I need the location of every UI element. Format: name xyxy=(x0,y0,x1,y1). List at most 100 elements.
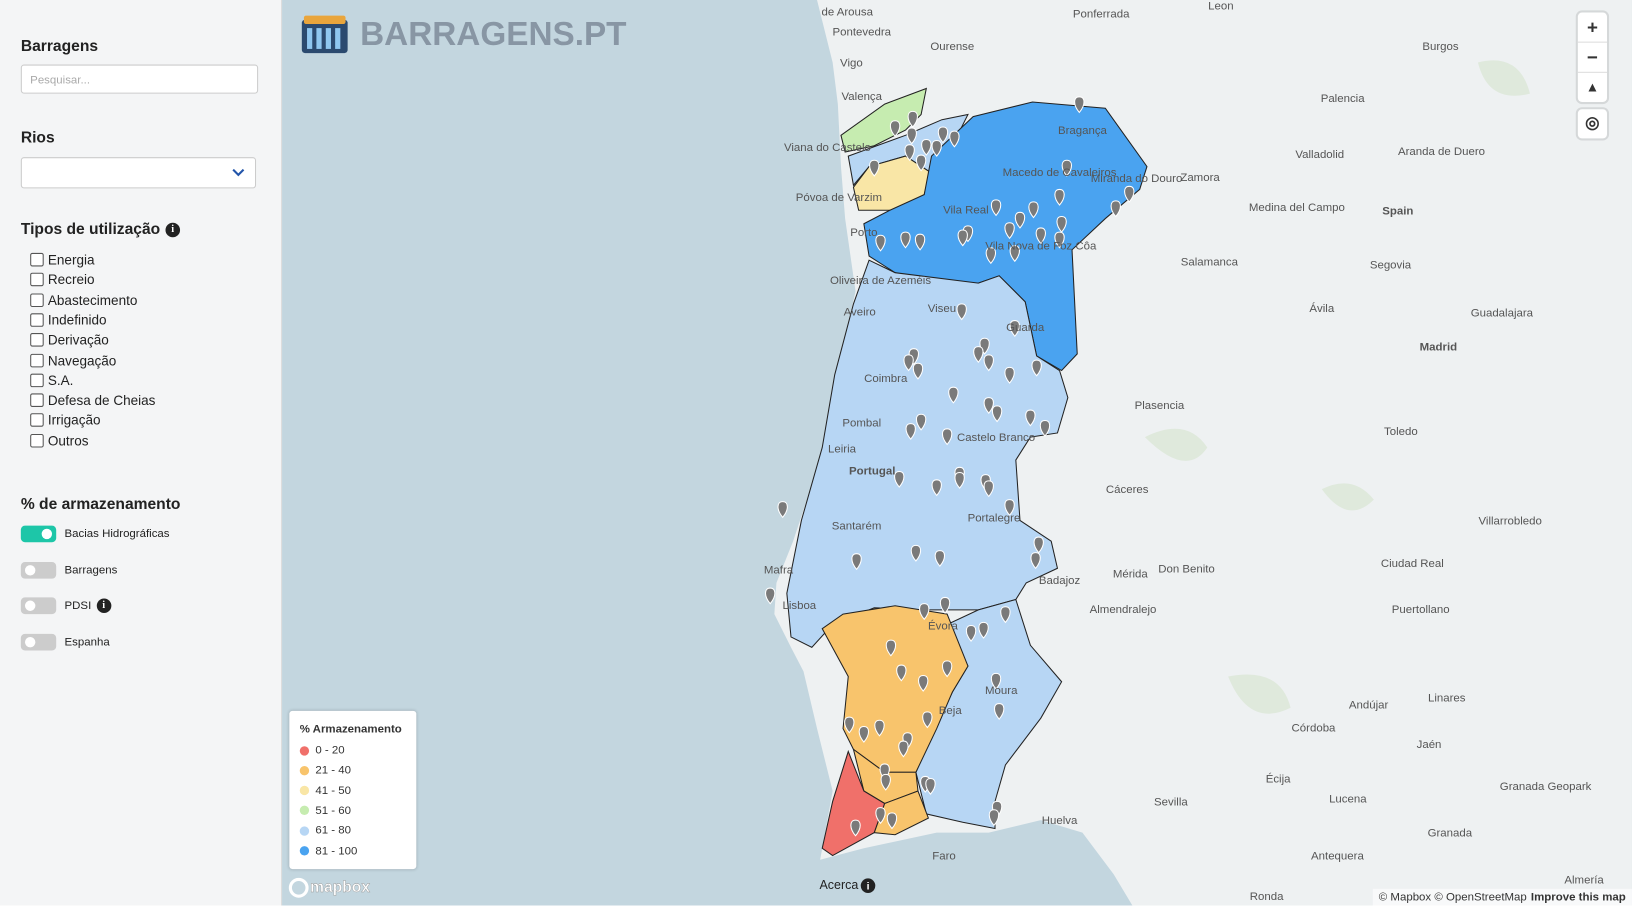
usage-checkbox[interactable]: Derivação xyxy=(30,332,109,348)
locate[interactable]: ◎ xyxy=(1585,114,1600,133)
dam-marker[interactable] xyxy=(858,725,870,743)
usage-checkbox[interactable]: Abastecimento xyxy=(30,292,137,308)
dam-marker[interactable] xyxy=(906,127,917,145)
dam-marker[interactable] xyxy=(978,621,989,639)
checkbox[interactable] xyxy=(30,393,44,408)
dam-marker[interactable] xyxy=(917,674,929,692)
dam-marker[interactable] xyxy=(983,354,994,372)
info-icon[interactable]: i xyxy=(165,222,180,237)
switch[interactable] xyxy=(20,561,57,579)
dam-marker[interactable] xyxy=(1074,96,1085,114)
dam-marker[interactable] xyxy=(925,777,936,795)
dam-marker[interactable] xyxy=(919,603,930,621)
dam-marker[interactable] xyxy=(1054,188,1065,206)
dam-marker[interactable] xyxy=(1061,159,1073,177)
about-icon[interactable] xyxy=(860,878,876,894)
dam-marker[interactable] xyxy=(1056,215,1067,233)
usage-checkbox[interactable]: Irrigação xyxy=(30,413,101,428)
dam-marker[interactable] xyxy=(956,303,967,321)
dam-marker[interactable] xyxy=(941,660,953,678)
dam-marker[interactable] xyxy=(1009,320,1020,337)
dam-marker[interactable] xyxy=(777,501,788,519)
checkbox[interactable] xyxy=(30,373,44,387)
dam-marker[interactable] xyxy=(1110,200,1121,218)
checkbox[interactable] xyxy=(30,272,44,287)
dam-marker[interactable] xyxy=(764,587,776,605)
dam-marker[interactable] xyxy=(851,553,862,571)
switch[interactable] xyxy=(20,597,57,615)
dam-marker[interactable] xyxy=(904,144,915,162)
dam-marker[interactable] xyxy=(1000,606,1011,624)
usage-checkbox[interactable]: Navegação xyxy=(30,352,116,368)
search-input[interactable]: Pesquisar... xyxy=(20,64,259,94)
dam-marker[interactable] xyxy=(934,550,946,567)
dam-marker[interactable] xyxy=(912,362,924,380)
dam-marker[interactable] xyxy=(896,664,907,682)
dam-marker[interactable] xyxy=(1031,359,1042,377)
dam-marker[interactable] xyxy=(898,740,909,758)
dam-marker[interactable] xyxy=(983,480,994,498)
dam-marker[interactable] xyxy=(900,231,911,249)
layer-toggle[interactable]: Espanha xyxy=(20,633,110,650)
dam-marker[interactable] xyxy=(915,154,927,172)
dam-marker[interactable] xyxy=(1030,552,1041,570)
dam-marker[interactable] xyxy=(1039,419,1051,437)
dam-marker[interactable] xyxy=(993,703,1005,720)
usage-checkbox[interactable]: Defesa de Cheias xyxy=(30,392,155,408)
dam-marker[interactable] xyxy=(1028,201,1039,219)
usage-checkbox[interactable]: Recreio xyxy=(30,272,95,288)
checkbox[interactable] xyxy=(30,313,44,327)
checkbox[interactable] xyxy=(30,293,44,307)
usage-checkbox[interactable]: S.A. xyxy=(30,372,73,388)
rivers-select[interactable] xyxy=(20,157,257,189)
checkbox[interactable] xyxy=(30,252,44,267)
dam-marker[interactable] xyxy=(1014,211,1026,229)
dam-marker[interactable] xyxy=(990,672,1002,690)
dam-marker[interactable] xyxy=(907,110,918,128)
mapbox-logo[interactable]: mapbox xyxy=(310,879,371,896)
usage-checkbox[interactable]: Energia xyxy=(30,252,95,267)
dam-marker[interactable] xyxy=(905,423,916,441)
dam-marker[interactable] xyxy=(949,130,960,148)
dam-marker[interactable] xyxy=(1025,409,1036,427)
dam-marker[interactable] xyxy=(1009,245,1020,263)
zoom-in[interactable]: + xyxy=(1577,12,1607,43)
dam-marker[interactable] xyxy=(1035,227,1047,245)
info-icon[interactable]: i xyxy=(96,598,112,614)
dam-marker[interactable] xyxy=(965,625,977,642)
dam-marker[interactable] xyxy=(844,716,855,734)
dam-marker[interactable] xyxy=(921,138,932,156)
switch[interactable] xyxy=(20,525,57,543)
dam-marker[interactable] xyxy=(941,428,953,446)
dam-marker[interactable] xyxy=(903,354,914,372)
layer-toggle[interactable]: PDSI i xyxy=(20,597,112,615)
dam-marker[interactable] xyxy=(983,397,994,414)
dam-marker[interactable] xyxy=(875,234,886,252)
dam-marker[interactable] xyxy=(931,479,942,497)
dam-marker[interactable] xyxy=(910,544,922,562)
dam-marker[interactable] xyxy=(985,247,997,265)
checkbox[interactable] xyxy=(30,413,44,428)
dam-marker[interactable] xyxy=(957,229,968,247)
dam-marker[interactable] xyxy=(939,596,951,614)
dam-marker[interactable] xyxy=(869,159,880,177)
switch[interactable] xyxy=(20,633,57,650)
dam-marker[interactable] xyxy=(922,711,933,729)
dam-marker[interactable] xyxy=(954,472,965,489)
dam-marker[interactable] xyxy=(880,773,891,791)
dam-marker[interactable] xyxy=(850,819,861,837)
dam-marker[interactable] xyxy=(874,719,885,737)
dam-marker[interactable] xyxy=(886,812,898,830)
usage-checkbox[interactable]: Outros xyxy=(30,433,88,448)
map[interactable]: de Arousa Ponferrada Leon Pontevedra Ourense… xyxy=(282,0,1632,906)
compass[interactable]: ▲ xyxy=(1585,79,1600,95)
dam-marker[interactable] xyxy=(894,470,905,488)
usage-checkbox[interactable]: Indefinido xyxy=(30,312,107,328)
zoom-out[interactable]: − xyxy=(1577,43,1607,73)
dam-marker[interactable] xyxy=(973,346,984,363)
dam-marker[interactable] xyxy=(914,233,926,251)
dam-marker[interactable] xyxy=(915,413,927,431)
dam-marker[interactable] xyxy=(937,126,949,144)
dam-marker[interactable] xyxy=(990,199,1002,217)
dam-marker[interactable] xyxy=(875,807,886,825)
